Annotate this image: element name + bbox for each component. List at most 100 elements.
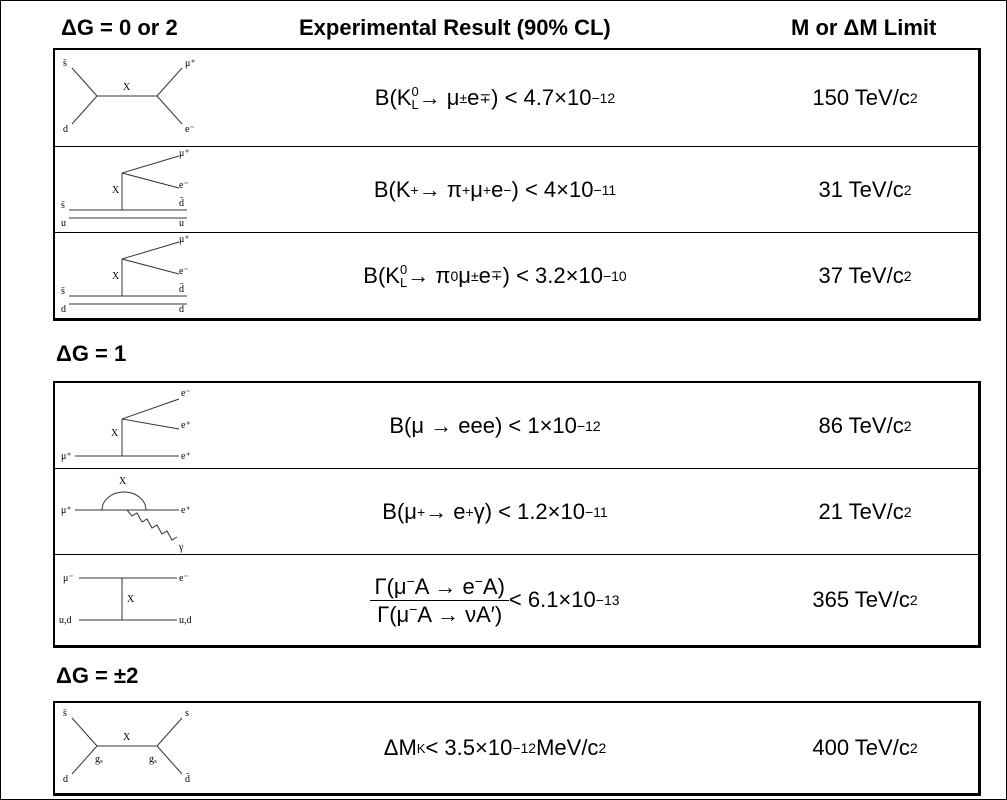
superscript: −10 xyxy=(602,267,627,284)
formula-text: 365 TeV/c xyxy=(812,587,910,612)
formula-text: 86 TeV/c xyxy=(818,412,904,438)
result: B(K 0 L → μ ± e ∓) < 4.7×10 −12 xyxy=(245,50,745,146)
formula-text: μ xyxy=(470,176,483,202)
diagram-label: μ⁺ xyxy=(61,451,72,462)
formula-text: → π xyxy=(407,262,451,288)
superscript: −12 xyxy=(512,740,537,756)
diagram-label: e⁻ xyxy=(181,388,191,399)
feynman-diagram: s̄ s Xgₓ gₓ d d̄ xyxy=(63,708,190,785)
diagram-label: X xyxy=(119,476,127,487)
diagram-label: d xyxy=(179,304,184,315)
diagram-label: d̄ xyxy=(179,282,184,294)
diagram-line xyxy=(121,172,180,188)
formula-text: μ xyxy=(458,262,471,288)
diagram-line xyxy=(121,418,180,429)
superscript: −11 xyxy=(585,503,608,520)
diagram-label: s̄ xyxy=(61,286,65,297)
superscript: − xyxy=(406,572,415,589)
formula-text: e xyxy=(467,85,480,110)
formula-text: B(μ xyxy=(382,498,417,524)
diagram-label: e⁻ xyxy=(179,573,189,584)
diagram-label: μ⁺ xyxy=(179,234,190,245)
limit: 365 TeV/c 2 xyxy=(755,555,975,645)
numerator: Γ(μ−A → e−A) xyxy=(370,572,509,601)
formula-text: e xyxy=(478,262,491,288)
diagram-label: μ⁺ xyxy=(185,58,196,69)
superscript: + xyxy=(462,181,471,198)
formula-text: A → νA′) xyxy=(417,601,503,627)
diagram-label: e⁺ xyxy=(181,451,191,462)
diagram-line xyxy=(156,95,183,125)
superscript: + xyxy=(410,181,419,198)
limit: 400 TeV/c 2 xyxy=(755,703,975,793)
diagram-label: d̄ xyxy=(185,773,190,785)
formula-text: A → e xyxy=(414,573,475,599)
formula-text: → π xyxy=(418,176,462,202)
diagram-label: X xyxy=(127,594,135,605)
diagram-label: e⁻ xyxy=(179,266,189,277)
limit: 21 TeV/c 2 xyxy=(755,469,975,554)
superscript: 2 xyxy=(903,267,912,284)
superscript: 2 xyxy=(909,90,918,106)
diagram-label: s̄ xyxy=(63,708,67,719)
diagram-label: e⁺ xyxy=(181,420,191,431)
formula-text: 37 TeV/c xyxy=(818,262,904,288)
subscript: L xyxy=(411,97,419,112)
diagram-label: s xyxy=(185,708,189,719)
diagram-label: e⁺ xyxy=(181,505,191,516)
formula-text: B(μ → eee) < 1×10 xyxy=(389,412,577,438)
diagram-label: d xyxy=(63,124,68,135)
formula-text: 150 TeV/c xyxy=(812,85,910,110)
column-header: Experimental Result (90% CL) xyxy=(299,15,611,40)
superscript: 2 xyxy=(598,740,607,756)
result: B(K 0 L → π 0 μ ± e ∓) < 3.2×10 −10 xyxy=(245,233,745,318)
superscript: + xyxy=(416,503,426,520)
formula-text: < 3.5×10 xyxy=(425,735,513,760)
superscript: −12 xyxy=(576,417,601,434)
result: B(K + → π + μ + e −) < 4×10 −11 xyxy=(245,147,745,232)
superscript: ∓ xyxy=(479,89,492,106)
limit: 150 TeV/c 2 xyxy=(755,50,975,146)
diagram-line xyxy=(156,745,183,775)
fraction: Γ(μ−A → e−A) Γ(μ−A → νA′) xyxy=(370,572,509,628)
diagram-line xyxy=(156,717,183,747)
feynman-diagram: μ⁻ e⁻ Xu,d u,d xyxy=(59,573,192,626)
limit: 86 TeV/c 2 xyxy=(755,383,975,468)
superscript: − xyxy=(503,181,512,198)
formula-text: ) < 4.7×10 xyxy=(491,85,592,110)
result: B(μ → eee) < 1×10 −12 xyxy=(245,383,745,468)
diagram-label: X xyxy=(123,732,131,743)
denominator: Γ(μ−A → νA′) xyxy=(373,601,506,628)
superscript: − xyxy=(474,572,483,589)
diagram-label: u xyxy=(179,218,184,229)
superscript: 2 xyxy=(909,592,918,608)
superscript: ∓ xyxy=(490,267,503,283)
formula-text: → e xyxy=(425,498,466,524)
column-header: ΔG = 0 or 2 xyxy=(61,15,178,40)
superscript: 2 xyxy=(909,740,918,756)
diagram-label: μ⁺ xyxy=(179,148,190,159)
diagram-label: μ⁻ xyxy=(63,573,74,584)
diagram-label: s̄ xyxy=(63,58,67,69)
formula-text: A) xyxy=(482,573,505,599)
superscript: −12 xyxy=(591,90,616,106)
diagram-label: u xyxy=(61,218,66,229)
diagram-line xyxy=(126,509,178,541)
formula-text: ) < 4×10 xyxy=(511,176,594,202)
superscript: 0 xyxy=(399,261,408,277)
formula-text: B(K xyxy=(373,176,411,202)
diagram-line xyxy=(101,491,147,510)
superscript: + xyxy=(465,503,474,520)
diagram-line xyxy=(156,67,183,97)
diagram-label: X xyxy=(112,271,120,282)
subscript: L xyxy=(399,274,408,290)
diagram-label: X xyxy=(112,185,120,196)
